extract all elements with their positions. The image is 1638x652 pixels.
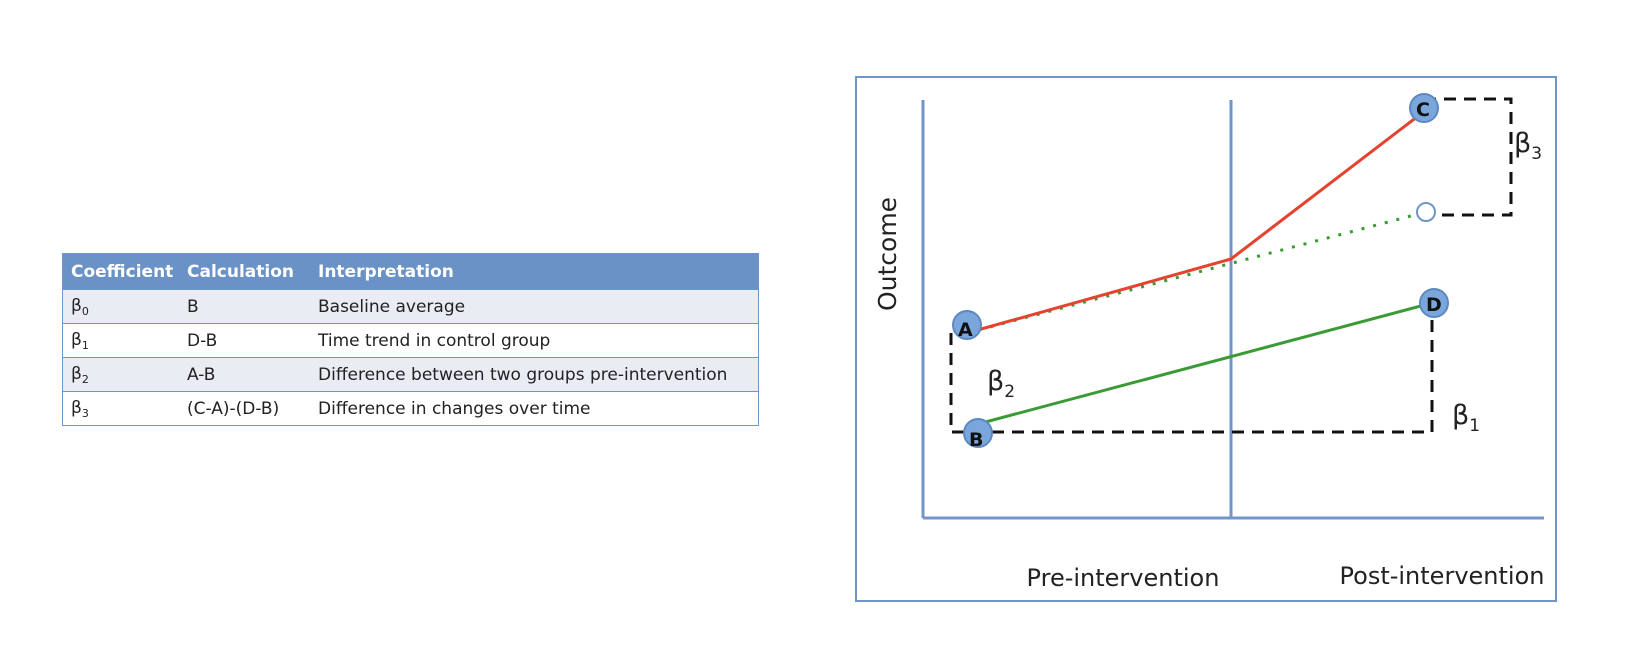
coefficient-cell: β3 — [62, 391, 179, 426]
beta3-symbol: β — [1514, 128, 1531, 159]
point-a-marker — [952, 310, 982, 340]
table-row: β1 D-B Time trend in control group — [62, 323, 759, 358]
beta-symbol: β — [71, 363, 82, 384]
beta3-label: β3 — [1514, 128, 1542, 164]
beta2-subscript: 2 — [1004, 382, 1015, 402]
beta-symbol: β — [71, 397, 82, 418]
coefficient-cell: β1 — [62, 323, 179, 358]
coefficient-cell: β2 — [62, 357, 179, 392]
calculation-cell: B — [179, 289, 310, 324]
beta3-subscript: 3 — [1531, 144, 1542, 164]
beta2-label: β2 — [987, 366, 1015, 402]
beta1-symbol: β — [1452, 400, 1469, 431]
interpretation-cell: Difference between two groups pre-interv… — [310, 357, 759, 392]
diagram-frame — [855, 76, 1557, 602]
beta3-bracket-dashed — [1424, 97, 1513, 217]
beta1-label: β1 — [1452, 400, 1480, 436]
point-d-label: D — [1426, 294, 1442, 316]
table-row: β2 A-B Difference between two groups pre… — [62, 357, 759, 392]
header-calculation: Calculation — [179, 253, 310, 290]
beta-symbol: β — [71, 295, 82, 316]
calculation-cell: A-B — [179, 357, 310, 392]
point-d: D — [1419, 288, 1449, 318]
coefficient-cell: β0 — [62, 289, 179, 324]
table-row: β3 (C-A)-(D-B) Difference in changes ove… — [62, 391, 759, 426]
treatment-group-line — [966, 108, 1427, 335]
beta-subscript: 3 — [81, 406, 89, 420]
interpretation-cell: Difference in changes over time — [310, 391, 759, 426]
x-label-pre: Pre-intervention — [1027, 564, 1220, 592]
point-b: B — [963, 418, 993, 451]
beta-subscript: 0 — [81, 304, 89, 318]
point-c: C — [1409, 93, 1439, 123]
y-axis-label: Outcome — [873, 197, 902, 311]
beta2-symbol: β — [987, 366, 1004, 397]
beta-subscript: 1 — [81, 338, 89, 352]
calculation-cell: (C-A)-(D-B) — [179, 391, 310, 426]
point-b-marker — [963, 418, 993, 448]
control-group-line — [977, 301, 1433, 426]
header-coefficient: Coefficient — [62, 253, 179, 290]
x-label-post: Post-intervention — [1340, 562, 1545, 590]
interpretation-cell: Time trend in control group — [310, 323, 759, 358]
beta-bracket-dashed — [949, 303, 1434, 434]
counterfactual-point — [1416, 202, 1436, 222]
point-b-label: B — [969, 429, 983, 451]
point-d-marker — [1419, 288, 1449, 318]
point-c-label: C — [1416, 99, 1430, 121]
header-interpretation: Interpretation — [310, 253, 759, 290]
point-a: A — [952, 310, 982, 341]
point-c-marker — [1409, 93, 1439, 123]
point-a-label: A — [958, 319, 973, 341]
interpretation-cell: Baseline average — [310, 289, 759, 324]
calculation-cell: D-B — [179, 323, 310, 358]
beta-subscript: 2 — [81, 372, 89, 386]
table-header-row: Coefficient Calculation Interpretation — [62, 253, 759, 290]
coefficient-table: Coefficient Calculation Interpretation β… — [62, 253, 759, 426]
table-row: β0 B Baseline average — [62, 289, 759, 324]
beta1-subscript: 1 — [1469, 416, 1480, 436]
beta-symbol: β — [71, 329, 82, 350]
